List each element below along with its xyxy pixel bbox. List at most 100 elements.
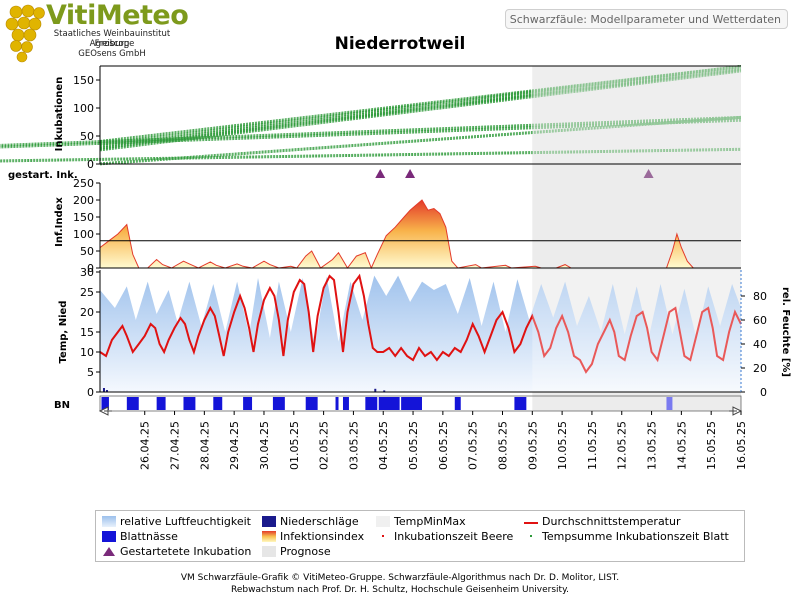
forecast-swatch-icon — [262, 546, 276, 557]
temperature-line — [99, 273, 742, 374]
y-tick-label: 0 — [760, 386, 767, 399]
x-tick-label: 10.05.25 — [556, 421, 569, 470]
started-incubation-marker — [405, 169, 416, 178]
y-tick-label: 200 — [73, 194, 94, 207]
vitimeteo-logo — [4, 2, 194, 64]
incubation-line — [99, 69, 742, 152]
footer-line: VM Schwarzfäule-Grafik © VitiMeteo-Grupp… — [180, 573, 620, 583]
leaf-wetness-bar — [272, 397, 285, 410]
x-tick-label: 06.05.25 — [437, 421, 450, 470]
brand-name: VitiMeteo — [46, 0, 189, 31]
footer: VM Schwarzfäule-Grafik © VitiMeteo-Grupp… — [0, 572, 800, 596]
y-tick-label: 250 — [73, 177, 94, 190]
leaf-wetness-bar — [401, 397, 422, 410]
leaf-wetness-bar — [305, 397, 318, 410]
x-tick-label: 29.04.25 — [228, 421, 241, 470]
x-tick-label: 02.05.25 — [318, 421, 331, 470]
y-tick-label: 150 — [73, 211, 94, 224]
chart-subtitle: Schwarzfäule: Modellparameter und Wetter… — [505, 9, 788, 29]
leaf-wetness-bars — [99, 395, 742, 412]
leaf-wetness-swatch-icon — [102, 531, 116, 542]
x-tick-label: 01.05.25 — [288, 421, 301, 470]
leaf-wetness-bar — [183, 397, 196, 410]
x-tick-label: 11.05.25 — [586, 421, 599, 470]
x-tick-label: 09.05.25 — [526, 421, 539, 470]
x-tick-label: 13.05.25 — [646, 421, 659, 470]
chart-axes: 0501001500501001502002500510152025300204… — [73, 65, 767, 470]
footer-line: Rebwachstum nach Prof. Dr. H. Schultz, H… — [231, 585, 569, 595]
temperature-line-icon — [524, 516, 538, 524]
y-tick-label: 100 — [73, 102, 94, 115]
scroll-right-icon[interactable] — [729, 406, 743, 416]
humidity-swatch-icon — [102, 516, 116, 527]
incubation-series — [0, 64, 742, 166]
leaf-wetness-bar — [156, 397, 166, 410]
x-tick-label: 03.05.25 — [347, 421, 360, 470]
institution-line: Agroscope — [89, 39, 135, 49]
leaf-wetness-bar — [335, 397, 339, 410]
started-incubation-marker — [375, 169, 386, 178]
legend: relative Luftfeuchtigkeit Niederschläge … — [95, 510, 745, 562]
y-tick-label: 150 — [73, 74, 94, 87]
infection-swatch-icon — [262, 531, 276, 542]
y-label-humidity: rel. Feuchte [%] — [780, 287, 791, 377]
x-tick-label: 26.04.25 — [139, 421, 152, 470]
leaf-wetness-frame — [99, 395, 742, 412]
x-tick-label: 15.05.25 — [705, 421, 718, 470]
rain-bar — [374, 388, 377, 392]
leaf-wetness-bar — [365, 397, 378, 410]
started-incubation-markers — [375, 169, 654, 178]
y-tick-label: 15 — [80, 326, 94, 339]
rain-bar — [102, 388, 105, 392]
y-tick-label: 50 — [80, 245, 94, 258]
y-tick-label: 60 — [753, 314, 767, 327]
y-label-incubations: Inkubationen — [54, 77, 65, 152]
y-tick-label: 5 — [87, 366, 94, 379]
x-tick-label: 27.04.25 — [169, 421, 182, 470]
y-label-started: gestart. Ink. — [8, 170, 78, 181]
rain-bar — [383, 390, 386, 392]
y-tick-label: 30 — [80, 266, 94, 279]
scroll-left-icon[interactable] — [98, 406, 112, 416]
x-tick-label: 16.05.25 — [735, 421, 748, 470]
incubation-line — [0, 147, 742, 163]
started-incubation-marker — [643, 169, 654, 178]
rain-bar — [105, 390, 108, 392]
grape-icon — [5, 4, 45, 63]
x-tick-label: 28.04.25 — [198, 421, 211, 470]
temperature-series — [99, 270, 742, 392]
leaf-wetness-bar — [126, 397, 139, 410]
station-title: Niederrotweil — [334, 34, 466, 54]
y-tick-label: 80 — [753, 290, 767, 303]
leaf-wetness-bar — [378, 397, 400, 410]
y-tick-label: 0 — [87, 386, 94, 399]
y-tick-label: 20 — [753, 362, 767, 375]
y-tick-label: 25 — [80, 286, 94, 299]
x-tick-label: 05.05.25 — [407, 421, 420, 470]
triangle-icon — [102, 546, 116, 557]
leaf-wetness-bar — [342, 397, 349, 410]
leaf-wetness-bar — [213, 397, 223, 410]
leaf-wetness-bar — [243, 397, 253, 410]
leaf-wetness-bar — [101, 397, 109, 410]
tempminmax-swatch-icon — [376, 516, 390, 527]
forecast-overlay — [532, 270, 741, 392]
x-tick-label: 14.05.25 — [675, 421, 688, 470]
y-tick-label: 0 — [87, 262, 94, 275]
institution-line: GEOsens GmbH — [78, 49, 146, 59]
institution-line: Staatliches Weinbauinstitut Freiburg — [53, 29, 171, 49]
leaf-wetness-bar — [454, 397, 461, 410]
red-dot-icon — [376, 531, 390, 542]
leaf-wetness-bar — [666, 397, 673, 410]
y-tick-label: 10 — [80, 346, 94, 359]
rain-bars — [102, 388, 386, 392]
y-tick-label: 100 — [73, 228, 94, 241]
leaf-wetness-bar — [514, 397, 527, 410]
y-tick-label: 0 — [87, 158, 94, 171]
y-label-infection: Inf.Index — [54, 197, 65, 247]
y-tick-label: 40 — [753, 338, 767, 351]
forecast-overlay — [532, 66, 741, 164]
y-label-temperature: Temp, Nied — [58, 301, 69, 364]
x-tick-label: 04.05.25 — [377, 421, 390, 470]
